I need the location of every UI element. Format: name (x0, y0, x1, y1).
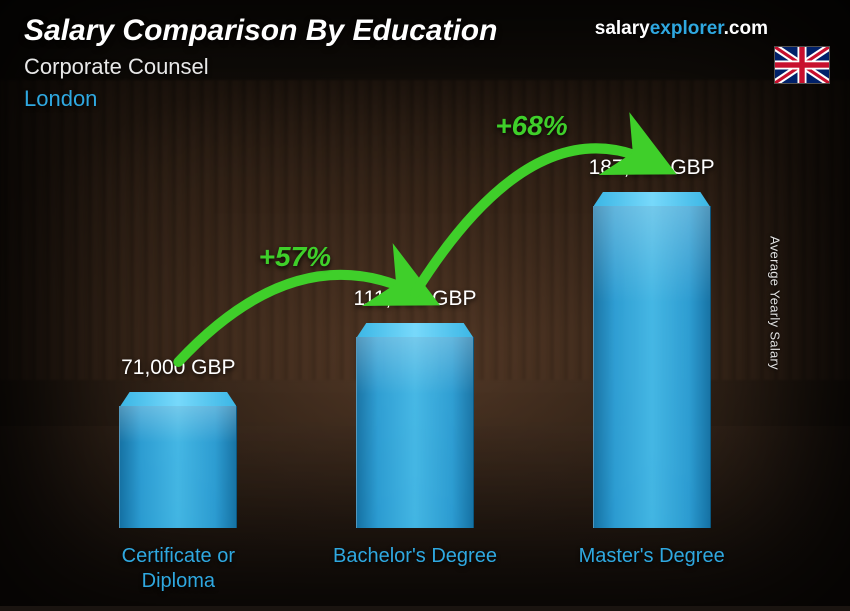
category-label: Bachelor's Degree (325, 544, 505, 594)
bar-chart: 71,000 GBP 111,000 GBP 187,000 GBP (60, 148, 770, 528)
category-labels-row: Certificate or Diploma Bachelor's Degree M… (60, 544, 770, 594)
increase-percent-label: +68% (495, 110, 567, 142)
uk-flag-icon (774, 46, 830, 84)
bar (356, 337, 474, 528)
brand-accent: explorer (650, 18, 724, 39)
bar-group: 71,000 GBP (88, 356, 268, 528)
bar (119, 406, 237, 528)
chart-subtitle: Corporate Counsel (24, 54, 830, 80)
brand-plain: salary (595, 18, 650, 39)
brand-logo-text: salaryexplorer.com (595, 18, 768, 40)
brand-suffix: .com (724, 18, 768, 39)
category-label: Master's Degree (562, 544, 742, 594)
category-label: Certificate or Diploma (88, 544, 268, 594)
bar-group: 111,000 GBP (325, 287, 505, 528)
increase-percent-label: +57% (259, 241, 331, 273)
bar (593, 206, 711, 528)
bar-group: 187,000 GBP (562, 156, 742, 528)
bar-value-label: 71,000 GBP (121, 356, 235, 380)
bar-value-label: 187,000 GBP (589, 156, 715, 180)
content-layer: Salary Comparison By Education Corporate… (0, 0, 850, 606)
bar-value-label: 111,000 GBP (353, 287, 476, 311)
chart-location: London (24, 86, 830, 112)
